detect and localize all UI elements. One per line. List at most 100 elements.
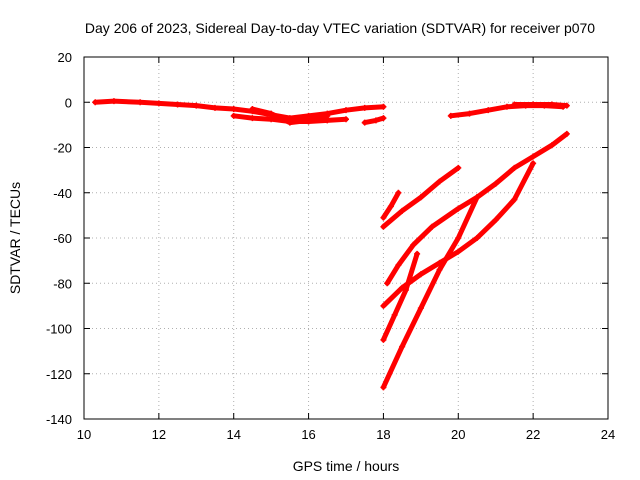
y-tick-label: -100 <box>46 322 72 337</box>
y-tick-label: -80 <box>53 276 72 291</box>
data-point <box>380 214 387 221</box>
data-point <box>372 117 379 124</box>
data-point <box>324 112 331 119</box>
data-point <box>395 262 402 269</box>
y-tick-label: -20 <box>53 141 72 156</box>
data-point <box>395 189 402 196</box>
data-series <box>92 98 570 391</box>
x-tick-label: 16 <box>301 427 315 442</box>
series-line <box>511 102 570 109</box>
y-axis-label: SDTVAR / TECUs <box>7 182 23 294</box>
data-point <box>212 104 218 111</box>
data-point <box>268 110 275 117</box>
data-point <box>174 101 181 108</box>
data-point <box>530 101 537 108</box>
y-tick-label: -60 <box>53 231 72 246</box>
x-tick-label: 18 <box>376 427 390 442</box>
data-point <box>429 223 436 230</box>
y-tick-label: 0 <box>65 95 72 110</box>
data-point <box>436 178 443 185</box>
series-track-7 <box>380 189 402 221</box>
data-point <box>286 119 293 126</box>
data-point <box>380 302 387 309</box>
data-point <box>249 115 256 122</box>
data-point <box>361 119 368 126</box>
x-tick-label: 10 <box>77 427 91 442</box>
y-tick-label: 20 <box>58 50 72 65</box>
data-point <box>485 107 492 114</box>
data-point <box>530 160 537 167</box>
data-point <box>492 180 499 187</box>
data-point <box>230 112 237 119</box>
data-point <box>380 103 387 110</box>
data-point <box>455 205 462 212</box>
data-point <box>455 235 462 241</box>
series-track-1 <box>92 98 387 122</box>
series-track-11 <box>380 250 421 343</box>
data-point <box>92 99 99 106</box>
data-point <box>268 116 275 123</box>
data-point <box>399 207 406 214</box>
data-point <box>391 311 398 318</box>
x-tick-label: 24 <box>601 427 615 442</box>
y-tick-label: -120 <box>46 367 72 382</box>
data-point <box>492 216 499 223</box>
data-point <box>249 106 256 113</box>
x-tick-label: 20 <box>451 427 465 442</box>
data-point <box>503 103 510 110</box>
data-point <box>417 194 424 201</box>
data-point <box>548 142 555 149</box>
data-point <box>137 99 144 106</box>
axis-ticks: 10 12 14 16 18 20 22 24 20 0 -20 -40 -60 -80 -100 -120 -… <box>46 50 615 442</box>
data-point <box>193 102 200 109</box>
series-track-8 <box>380 164 462 230</box>
data-point <box>380 336 387 343</box>
x-tick-label: 22 <box>526 427 540 442</box>
series-line <box>380 194 480 390</box>
chart-title: Day 206 of 2023, Sidereal Day-to-day VTE… <box>85 20 595 36</box>
series-line <box>380 251 420 343</box>
data-point <box>417 305 424 312</box>
data-point <box>384 280 391 287</box>
data-point <box>380 223 387 230</box>
data-point <box>387 203 394 210</box>
y-tick-label: -40 <box>53 186 72 201</box>
data-point <box>155 100 162 107</box>
data-point <box>110 98 117 105</box>
data-point <box>414 250 421 257</box>
data-point <box>563 130 570 137</box>
data-point <box>380 384 387 391</box>
data-point <box>417 271 424 278</box>
series-track-12 <box>380 194 480 391</box>
series-track-6 <box>511 101 570 109</box>
data-point <box>402 287 409 294</box>
x-tick-label: 12 <box>152 427 166 442</box>
data-point <box>455 164 462 171</box>
data-point <box>230 106 237 113</box>
data-point <box>305 117 312 124</box>
data-point <box>399 343 406 350</box>
data-point <box>466 110 473 117</box>
data-point <box>455 248 462 255</box>
x-axis-label: GPS time / hours <box>293 458 400 474</box>
data-point <box>548 101 555 108</box>
data-point <box>436 266 443 273</box>
data-point <box>474 235 480 241</box>
data-point <box>511 101 518 108</box>
y-tick-label: -140 <box>46 412 72 427</box>
data-point <box>447 112 454 119</box>
data-point <box>511 196 518 203</box>
data-point <box>410 241 417 248</box>
data-point <box>343 107 349 114</box>
data-point <box>361 104 368 111</box>
series-track-3 <box>249 106 331 126</box>
data-point <box>343 116 349 123</box>
data-point <box>530 153 537 160</box>
data-point <box>563 102 570 109</box>
data-point <box>511 164 518 171</box>
data-point <box>474 194 480 201</box>
series-track-4 <box>361 115 387 126</box>
series-line <box>92 98 386 121</box>
data-point <box>380 115 387 122</box>
